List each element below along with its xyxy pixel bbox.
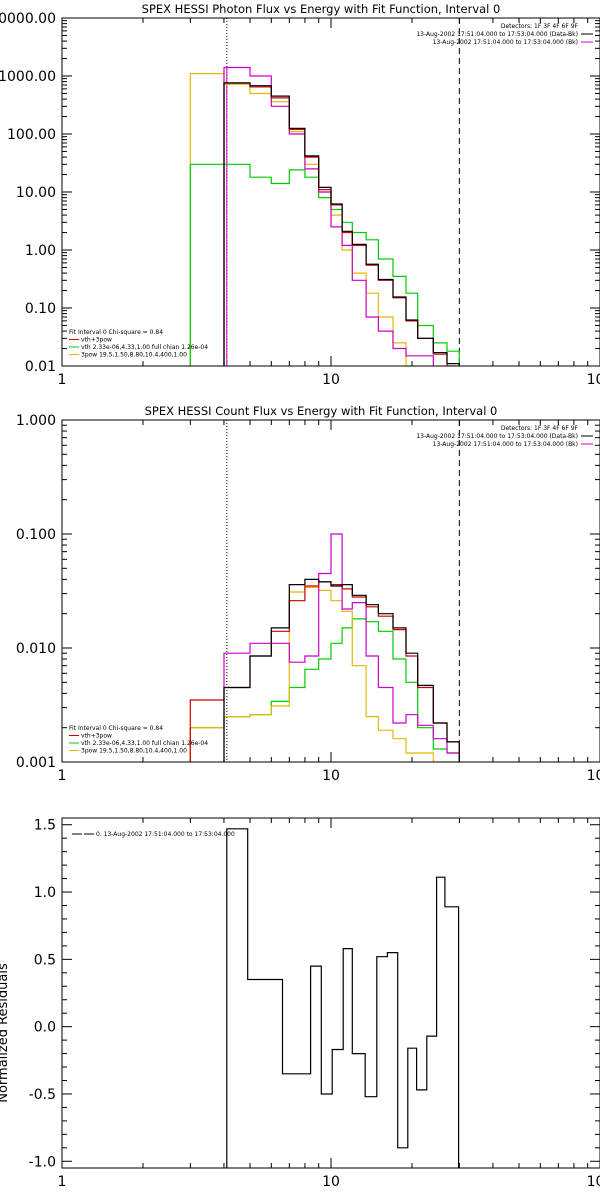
y-tick-label: 0.10 [25,301,56,317]
y-tick-label: -0.5 [29,1087,56,1103]
plot-frame [61,17,600,367]
y-tick-label: 1000.00 [0,69,56,85]
y-tick-label: 0.001 [16,755,56,771]
legend-entry: vth 2.33e-06,4.33,1.00 full chian 1.26e-… [81,344,208,351]
y-axis-label: Normalized Residuals [0,963,11,1103]
plot-2: SPEX HESSI Count Flux vs Energy with Fit… [16,404,600,784]
legend-entry: vth+3pow [81,733,112,740]
y-tick-label: 10.00 [16,185,56,201]
y-tick-label: 0.010 [16,641,56,657]
y-tick-label: 1.000 [16,413,56,429]
info-line: Detectors: 1F 3F 4F 6F 9F [501,425,579,432]
info-line: 13-Aug-2002 17:51:04.000 to 17:53:04.000… [433,39,578,46]
x-tick-label: 1 [58,1174,67,1190]
series-1-step-line [189,586,460,762]
legend-entry: 0. 13-Aug-2002 17:51:04.000 to 17:53:04.… [96,831,235,838]
x-tick-label: 10 [322,1174,340,1190]
x-tick-label: 100 [587,372,600,388]
chart-title: SPEX HESSI Photon Flux vs Energy with Fi… [142,2,501,16]
legend-entry: Fit Interval 0 Chi-square = 0.84 [69,725,163,732]
x-tick-label: 10 [322,372,340,388]
y-tick-label: -1.0 [29,1154,56,1170]
y-tick-label: 1.5 [34,818,56,834]
y-tick-label: 100.00 [7,127,56,143]
chart-title: SPEX HESSI Count Flux vs Energy with Fit… [145,404,498,418]
y-tick-label: 1.00 [25,243,56,259]
y-tick-label: 0.5 [34,952,56,968]
series-3-step-line [189,581,460,762]
y-tick-label: 0.0 [34,1020,56,1036]
legend-entry: vth 2.33e-06,4.33,1.00 full chian 1.26e-… [81,740,208,747]
series-0-step-line [189,73,419,366]
y-tick-label: 0.100 [16,527,56,543]
series-0-step-line [189,618,460,762]
plot-1: SPEX HESSI Photon Flux vs Energy with Fi… [0,2,600,388]
info-line: 13-Aug-2002 17:51:04.000 to 17:53:04.000… [433,441,578,448]
y-tick-label: 0.01 [25,359,56,375]
x-tick-label: 1 [58,372,67,388]
series-4-step-line [223,82,460,366]
x-tick-label: 1 [58,768,67,784]
series-2-step-line [223,533,460,762]
x-tick-label: 100 [587,1174,600,1190]
series-1-step-line [189,163,460,366]
legend-entry: 3pow 19.5,1.50,8.80,10.4,400,1.00 [81,748,187,755]
y-tick-label: 10000.00 [0,11,56,27]
plot-3: Normalized Residuals 1 10 100 -1.0 -0.5 0.0 0.5… [0,817,600,1190]
info-line: 13-Aug-2002 17:51:04.000 to 17:53:04.000… [416,433,578,440]
x-tick-label: 10 [322,768,340,784]
plot-frame [61,419,600,763]
legend-entry: vth+3pow [81,337,112,344]
legend-entry: 3pow 19.5,1.50,8.80,10.4,400,1.00 [81,352,187,359]
legend-entry: Fit Interval 0 Chi-square = 0.84 [69,329,163,336]
info-line: 13-Aug-2002 17:51:04.000 to 17:53:04.000… [416,31,578,38]
series-0-step-line [226,828,460,1168]
y-tick-label: 1.0 [34,885,56,901]
info-line: Detectors: 1F 3F 4F 6F 9F [501,23,579,30]
x-tick-label: 100 [587,768,600,784]
series-4-step-line [223,578,460,762]
plot-frame [61,817,600,1169]
